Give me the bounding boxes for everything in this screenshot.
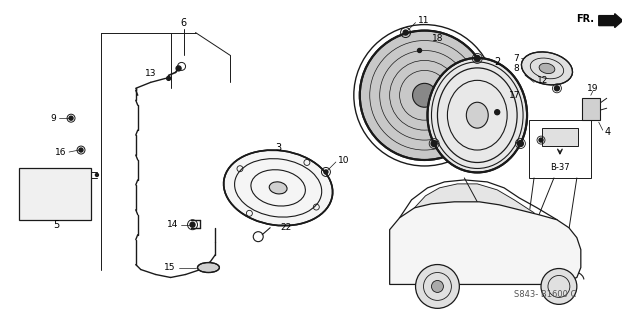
Ellipse shape: [539, 63, 555, 74]
Circle shape: [403, 30, 408, 35]
Text: 6: 6: [181, 18, 187, 28]
Ellipse shape: [269, 182, 287, 194]
Circle shape: [324, 170, 328, 174]
Circle shape: [176, 66, 181, 71]
Text: 18: 18: [432, 34, 443, 43]
Text: 17: 17: [509, 91, 521, 100]
Circle shape: [518, 140, 523, 147]
Text: 10: 10: [338, 156, 350, 164]
Circle shape: [495, 110, 500, 115]
Bar: [582, 98, 600, 120]
Text: FR.: FR.: [576, 14, 594, 24]
Text: S843- B1600 C: S843- B1600 C: [514, 290, 576, 299]
Text: 16: 16: [55, 148, 66, 156]
Ellipse shape: [224, 150, 333, 226]
Circle shape: [412, 83, 437, 107]
Text: 5: 5: [53, 220, 59, 230]
Circle shape: [431, 140, 437, 147]
Text: 12: 12: [537, 76, 548, 85]
Text: 4: 4: [605, 127, 611, 137]
Circle shape: [166, 76, 171, 80]
Text: 7: 7: [513, 54, 519, 63]
Text: 19: 19: [587, 84, 599, 93]
Text: 11: 11: [417, 16, 429, 25]
Circle shape: [474, 55, 480, 61]
Polygon shape: [389, 202, 581, 284]
Circle shape: [95, 173, 98, 176]
Circle shape: [554, 86, 559, 91]
Text: 3: 3: [275, 143, 281, 153]
Circle shape: [190, 222, 195, 227]
Circle shape: [432, 280, 444, 292]
Text: 14: 14: [167, 220, 179, 229]
Circle shape: [417, 49, 422, 52]
Bar: [529, 120, 591, 178]
Bar: [542, 128, 578, 146]
Circle shape: [79, 148, 83, 152]
Ellipse shape: [521, 52, 573, 85]
FancyArrow shape: [599, 14, 622, 28]
Text: 1: 1: [489, 90, 495, 100]
Text: 13: 13: [145, 69, 156, 78]
Circle shape: [539, 138, 543, 142]
Text: 9: 9: [50, 114, 56, 123]
Bar: [19, 168, 91, 220]
Text: 15: 15: [164, 263, 176, 272]
Circle shape: [360, 31, 489, 160]
Ellipse shape: [197, 262, 219, 273]
Ellipse shape: [467, 102, 488, 128]
Text: 2: 2: [494, 57, 500, 68]
Text: 8: 8: [513, 64, 519, 73]
Circle shape: [69, 116, 73, 120]
Polygon shape: [414, 184, 534, 213]
Text: 22: 22: [280, 223, 292, 232]
Circle shape: [541, 268, 577, 304]
Ellipse shape: [427, 58, 527, 172]
Circle shape: [416, 265, 459, 308]
Text: B-37: B-37: [550, 164, 569, 172]
